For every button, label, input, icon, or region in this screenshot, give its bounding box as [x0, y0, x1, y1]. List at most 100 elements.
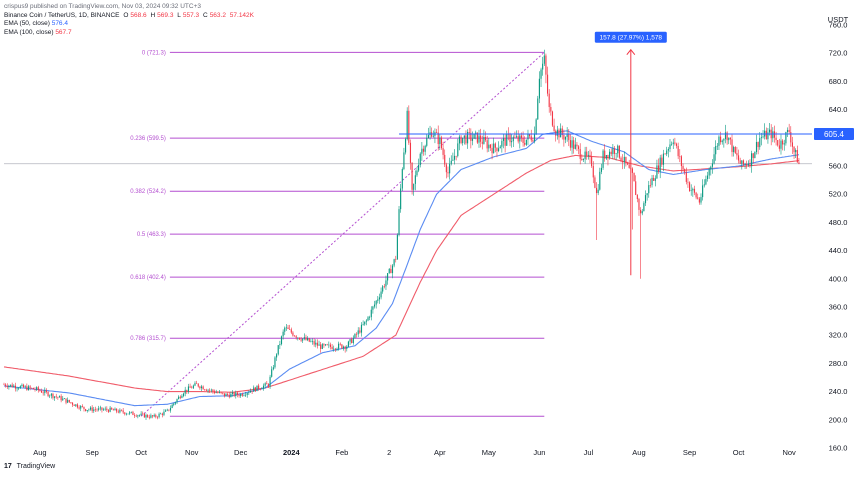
candle-body [320, 344, 322, 349]
candle-body [491, 147, 493, 154]
candle-body [71, 402, 74, 405]
x-tick-label: Apr [434, 448, 446, 457]
candle-body [561, 128, 563, 136]
candle-body [657, 165, 660, 172]
candle-body [75, 404, 77, 406]
candle-body [181, 395, 183, 398]
candle-body [187, 386, 190, 392]
resistance-price-label: 605.4 [824, 130, 845, 139]
ema100-legend[interactable]: EMA (100, close) 567.7 [4, 29, 256, 38]
fib-level-label: 0.382 (524.2) [130, 189, 166, 195]
candle-body [130, 411, 132, 413]
candle-body [356, 333, 358, 335]
candle-body [793, 146, 795, 153]
y-tick-label: 280.0 [829, 359, 848, 368]
candle-body [359, 330, 361, 333]
candle-body [99, 407, 101, 409]
candle-body [742, 160, 745, 165]
candle-body [698, 198, 700, 203]
candle-body [509, 134, 511, 143]
tradingview-footer[interactable]: 17 TradingView [4, 463, 55, 470]
candle-body [728, 137, 730, 141]
currency-label: USDT [828, 15, 849, 24]
candle-body [101, 407, 103, 410]
candle-body [85, 409, 87, 412]
x-tick-label: Nov [782, 448, 796, 457]
candle-body [16, 388, 18, 389]
fib-level-label: 0.786 (315.7) [130, 336, 166, 342]
fib-level-label: 0.618 (402.4) [130, 275, 166, 281]
candle-body [666, 150, 668, 155]
ohlc-high-label: H [150, 11, 156, 19]
candle-body [253, 387, 255, 392]
candle-body [411, 162, 413, 190]
candle-body [37, 387, 39, 391]
candle-body [305, 337, 307, 341]
candle-body [339, 343, 341, 345]
candle-body [610, 151, 612, 155]
candle-body [73, 404, 75, 406]
x-tick-label: Oct [135, 448, 148, 457]
candle-body [151, 415, 154, 417]
price-axis: 160.0 200.0 240.0 280.0 320.0 360.0 400.0 440.0… [828, 15, 849, 452]
candle-body [370, 309, 372, 318]
candle-body [142, 413, 144, 415]
candle-body [346, 346, 348, 349]
candle-body [395, 259, 397, 260]
candle-body [524, 142, 526, 145]
candle-body [641, 211, 643, 214]
candle-body [362, 324, 364, 325]
candle-body [196, 383, 198, 384]
ema50-legend[interactable]: EMA (50, close) 576.4 [4, 20, 256, 29]
candle-body [220, 392, 222, 393]
candle-body [223, 393, 225, 397]
candle-body [165, 410, 167, 412]
candle-body [189, 386, 191, 388]
candle-body [76, 404, 79, 408]
candle-body [117, 411, 119, 413]
candle-body [677, 145, 679, 157]
candle-body [777, 140, 779, 146]
candle-body [444, 154, 446, 165]
candle-body [44, 390, 46, 394]
candle-body [313, 341, 315, 345]
candle-body [65, 398, 67, 403]
candle-body [421, 148, 423, 154]
candle-body [153, 415, 155, 417]
candle-body [599, 171, 601, 190]
candle-body [274, 357, 276, 368]
candle-body [532, 140, 534, 142]
candle-body [262, 385, 265, 389]
candle-body [538, 78, 540, 99]
candle-body [204, 389, 206, 390]
candle-body [480, 135, 482, 142]
candle-body [166, 409, 168, 411]
candle-body [302, 338, 304, 341]
candle-body [282, 331, 284, 337]
candles [3, 49, 800, 420]
candle-body [367, 317, 369, 321]
candle-body [447, 172, 449, 174]
candle-body [749, 163, 751, 167]
candle-body [119, 409, 121, 413]
candle-body [537, 98, 539, 120]
x-tick-label: Feb [335, 448, 348, 457]
candle-body [571, 140, 573, 148]
candle-body [387, 273, 389, 281]
candle-body [672, 142, 674, 144]
candle-body [210, 389, 212, 391]
candle-body [618, 145, 620, 158]
candle-body [351, 339, 353, 343]
candle-body [424, 145, 426, 152]
candle-body [323, 344, 325, 346]
candle-body [375, 300, 377, 305]
candle-body [300, 339, 302, 341]
time-axis: Aug Sep Oct Nov Dec 2024 Feb 2 Apr May Jun Jul Aug Se… [33, 448, 796, 457]
candle-body [213, 391, 216, 393]
y-tick-label: 720.0 [829, 49, 848, 58]
candle-body [78, 407, 80, 409]
candle-body [246, 393, 248, 395]
candle-body [555, 131, 557, 136]
candle-body [199, 386, 201, 389]
